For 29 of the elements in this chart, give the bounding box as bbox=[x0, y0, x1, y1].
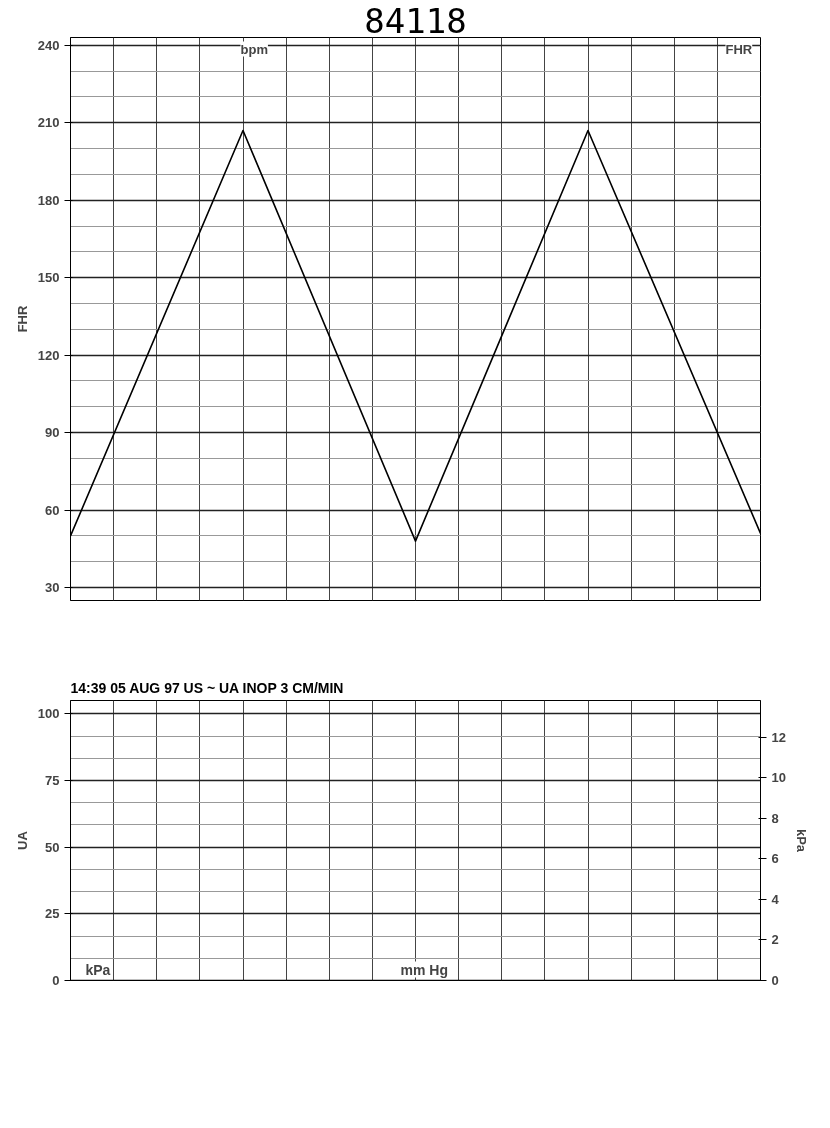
y-tick-label: 120 bbox=[37, 347, 60, 363]
y-axis-title: UA bbox=[14, 830, 30, 850]
y-tick-label: 50 bbox=[45, 839, 60, 855]
y-tick-label: 240 bbox=[37, 37, 60, 53]
y2-axis-title: kPa bbox=[793, 828, 809, 853]
y-tick-label: 0 bbox=[52, 973, 60, 988]
y2-tick-label: 0 bbox=[771, 973, 779, 988]
text: 14:39 05 AUG 97 US ~ UA INOP 3 CM/MIN bbox=[70, 679, 344, 696]
y-tick-label: 75 bbox=[45, 773, 60, 788]
chart-title: 84118 bbox=[364, 0, 467, 41]
annotation: kPa bbox=[85, 961, 111, 978]
annotation: FHR bbox=[725, 41, 753, 57]
annotation: bpm bbox=[240, 41, 268, 57]
y2-tick-label: 6 bbox=[771, 851, 779, 867]
y-tick-label: 60 bbox=[45, 502, 60, 518]
y2-tick-label: 12 bbox=[771, 729, 786, 745]
y-tick-label: 25 bbox=[45, 906, 60, 922]
y-axis-title: FHR bbox=[14, 305, 30, 333]
annotation: mm Hg bbox=[400, 961, 448, 978]
y-tick-label: 30 bbox=[45, 580, 60, 596]
y2-tick-label: 4 bbox=[771, 891, 780, 907]
y2-tick-label: 10 bbox=[771, 770, 786, 786]
y2-tick-label: 2 bbox=[771, 932, 779, 948]
y-tick-label: 90 bbox=[45, 425, 60, 441]
y-tick-label: 100 bbox=[37, 706, 60, 722]
y-tick-label: 150 bbox=[37, 270, 60, 286]
y-tick-label: 210 bbox=[37, 115, 60, 131]
y-tick-label: 180 bbox=[37, 192, 60, 208]
y2-tick-label: 8 bbox=[771, 810, 779, 826]
